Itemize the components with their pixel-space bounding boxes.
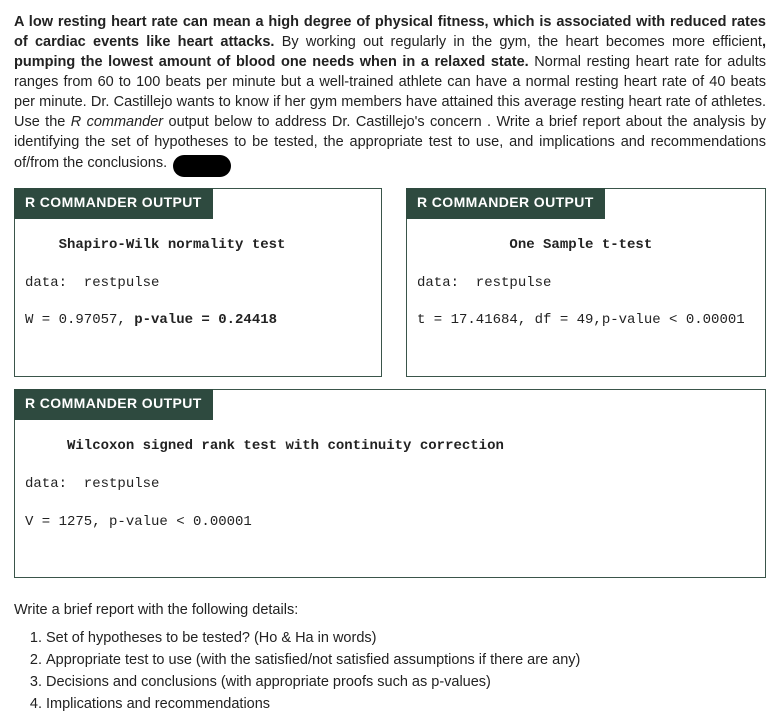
report-item-4: Implications and recommendations: [46, 694, 766, 714]
wilcoxon-stat-line: V = 1275, p-value < 0.00001: [25, 513, 755, 532]
ttest-body: One Sample t-test data: restpulse t = 17…: [417, 217, 755, 368]
intro-paragraph: A low resting heart rate can mean a high…: [14, 12, 766, 174]
intro-plain-1: By working out regularly in the gym, the…: [274, 34, 762, 50]
ttest-stat-line: t = 17.41684, df = 49,p-value < 0.00001: [417, 311, 755, 330]
report-intro: Write a brief report with the following …: [14, 600, 766, 620]
report-list: Set of hypotheses to be tested? (Ho & Ha…: [28, 628, 766, 714]
wilcoxon-body: Wilcoxon signed rank test with continuit…: [25, 418, 755, 569]
wilcoxon-data-line: data: restpulse: [25, 475, 755, 494]
shapiro-data-line: data: restpulse: [25, 274, 371, 293]
intro-use-the: Use the: [14, 114, 65, 130]
redacted-mark: [173, 155, 231, 177]
report-item-3: Decisions and conclusions (with appropri…: [46, 672, 766, 692]
panel-tab-ttest: R COMMANDER OUTPUT: [406, 188, 605, 219]
report-item-2: Appropriate test to use (with the satisf…: [46, 650, 766, 670]
shapiro-stat-bold: p-value = 0.24418: [134, 312, 277, 328]
wilcoxon-title: Wilcoxon signed rank test with continuit…: [25, 437, 755, 456]
panel-shapiro: R COMMANDER OUTPUT Shapiro-Wilk normalit…: [14, 188, 382, 377]
panel-tab-shapiro: R COMMANDER OUTPUT: [14, 188, 213, 219]
output-row-top: R COMMANDER OUTPUT Shapiro-Wilk normalit…: [14, 188, 766, 377]
shapiro-body: Shapiro-Wilk normality test data: restpu…: [25, 217, 371, 368]
intro-rcommander-italic: R commander: [65, 114, 163, 130]
shapiro-stat-pre: W = 0.97057,: [25, 312, 134, 328]
panel-ttest: R COMMANDER OUTPUT One Sample t-test dat…: [406, 188, 766, 377]
panel-tab-wilcoxon: R COMMANDER OUTPUT: [14, 389, 213, 420]
shapiro-title: Shapiro-Wilk normality test: [25, 236, 371, 255]
shapiro-stat-line: W = 0.97057, p-value = 0.24418: [25, 311, 371, 330]
ttest-data-line: data: restpulse: [417, 274, 755, 293]
ttest-title: One Sample t-test: [417, 236, 755, 255]
panel-wilcoxon: R COMMANDER OUTPUT Wilcoxon signed rank …: [14, 389, 766, 578]
report-item-1: Set of hypotheses to be tested? (Ho & Ha…: [46, 628, 766, 648]
